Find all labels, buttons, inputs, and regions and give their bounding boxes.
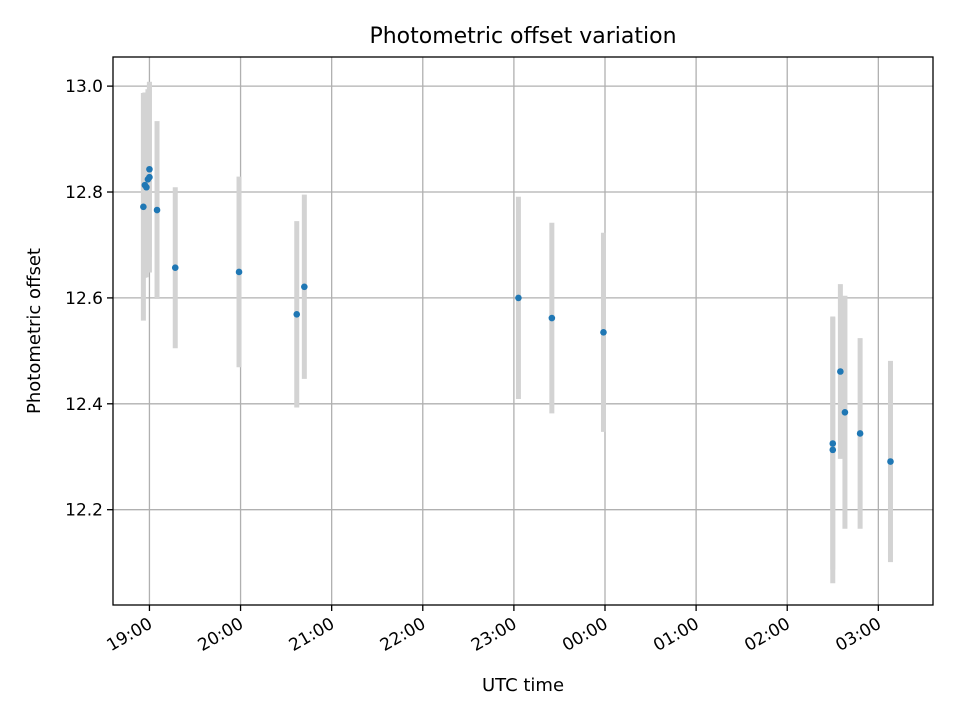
y-axis-label: Photometric offset — [24, 248, 45, 414]
data-point — [837, 368, 844, 375]
data-point — [153, 206, 161, 214]
x-tick-label: 19:00 — [104, 614, 156, 656]
chart-title: Photometric offset variation — [369, 24, 676, 49]
data-point — [171, 264, 179, 272]
x-tick-label: 22:00 — [377, 614, 429, 656]
y-tick-label: 12.2 — [65, 501, 103, 521]
data-point — [829, 446, 837, 454]
x-axis-ticks: 19:00 20:00 21:00 22:00 23:00 00:00 01:00 02:00… — [104, 605, 885, 656]
data-point — [829, 440, 837, 447]
x-tick-label: 21:00 — [286, 614, 338, 656]
y-axis-ticks: 12.2 12.4 12.6 12.8 13.0 — [65, 77, 113, 521]
y-tick-label: 12.8 — [65, 183, 103, 203]
data-point — [548, 314, 556, 322]
data-point — [143, 183, 150, 191]
grid — [113, 57, 933, 605]
x-tick-label: 20:00 — [195, 614, 247, 656]
data-point — [515, 294, 522, 302]
x-tick-label: 00:00 — [559, 614, 611, 656]
y-tick-label: 13.0 — [65, 77, 103, 97]
data-point — [140, 203, 147, 211]
y-tick-label: 12.6 — [65, 289, 103, 309]
data-point — [235, 268, 243, 276]
y-tick-label: 12.4 — [65, 395, 103, 415]
data-point — [293, 311, 301, 318]
data-point — [146, 165, 153, 173]
data-point — [887, 458, 894, 465]
plot-frame — [112, 56, 934, 606]
data-point — [301, 283, 308, 291]
data-point — [146, 173, 153, 181]
data-point — [600, 329, 607, 336]
data-point — [841, 408, 849, 416]
x-tick-label: 01:00 — [650, 614, 702, 656]
x-axis-label: UTC time — [482, 675, 564, 696]
data-point — [856, 430, 864, 437]
data-points — [140, 165, 894, 465]
x-tick-label: 03:00 — [832, 614, 884, 656]
x-tick-label: 02:00 — [741, 614, 793, 656]
x-tick-label: 23:00 — [468, 614, 520, 656]
error-bars — [140, 81, 893, 584]
